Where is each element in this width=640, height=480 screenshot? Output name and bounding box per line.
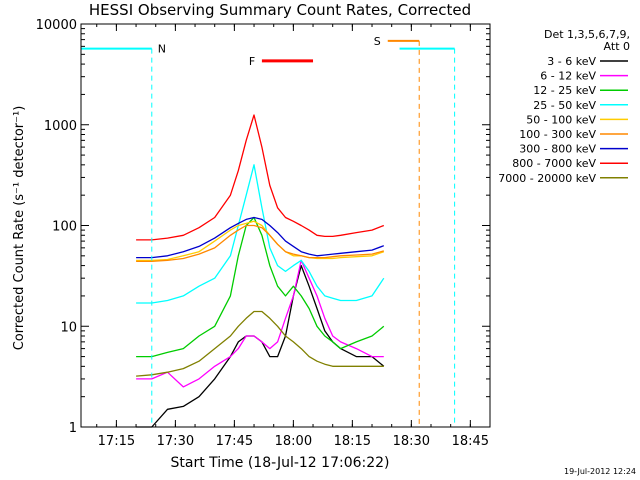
series-line-6: [136, 216, 385, 259]
flare-label: F: [249, 55, 255, 68]
y-tick-label-1: 10: [60, 320, 77, 335]
y-tick-label-2: 100: [52, 220, 77, 235]
x-tick-label-6: 18:45: [452, 434, 489, 449]
series-line-1: [136, 259, 384, 388]
legend-header-line1: Det 1,3,5,6,7,9,: [544, 28, 630, 41]
x-tick-label-5: 18:30: [393, 434, 430, 449]
legend-label-7: 800 - 7000 keV: [512, 157, 596, 170]
legend-label-6: 300 - 800 keV: [519, 143, 596, 156]
x-axis-label: Start Time (18-Jul-12 17:06:22): [170, 455, 389, 471]
night-label: N: [158, 43, 166, 56]
legend-label-0: 3 - 6 keV: [547, 55, 596, 68]
legend-label-2: 12 - 25 keV: [533, 84, 596, 97]
saa-label: S: [374, 35, 381, 48]
y-axis-label: Corrected Count Rate (s⁻¹ detector⁻¹): [12, 106, 27, 351]
chart-title: HESSI Observing Summary Count Rates, Cor…: [89, 1, 471, 19]
legend: Det 1,3,5,6,7,9, Att 0 3 - 6 keV 6 - 12 k…: [498, 28, 630, 185]
x-tick-label-1: 17:30: [157, 434, 194, 449]
x-tick-label-2: 17:45: [216, 434, 253, 449]
legend-label-1: 6 - 12 keV: [540, 70, 596, 83]
x-tick-label-4: 18:15: [334, 434, 371, 449]
series-line-3: [136, 164, 385, 304]
legend-header-line2: Att 0: [604, 40, 630, 53]
legend-label-8: 7000 - 20000 keV: [498, 172, 596, 185]
series-line-8: [136, 310, 384, 377]
series-line-2: [136, 216, 385, 358]
timestamp: 19-Jul-2012 12:24: [564, 467, 636, 476]
y-tick-label-4: 10000: [36, 18, 77, 33]
axes: 17:15 17:30 17:45 18:00 18:15 18:30 18:45 1 10 10…: [36, 18, 491, 449]
annotation-layer: N S F: [81, 35, 456, 427]
y-tick-label-0: 1: [69, 421, 77, 436]
y-tick-label-3: 1000: [44, 119, 77, 134]
series-line-5: [136, 224, 384, 263]
x-tick-label-3: 18:00: [275, 434, 312, 449]
x-tick-label-0: 17:15: [98, 434, 135, 449]
legend-label-3: 25 - 50 keV: [533, 99, 596, 112]
legend-label-5: 100 - 300 keV: [519, 128, 596, 141]
plot-area: [136, 114, 385, 428]
legend-label-4: 50 - 100 keV: [526, 113, 596, 126]
series-line-7: [136, 114, 385, 241]
